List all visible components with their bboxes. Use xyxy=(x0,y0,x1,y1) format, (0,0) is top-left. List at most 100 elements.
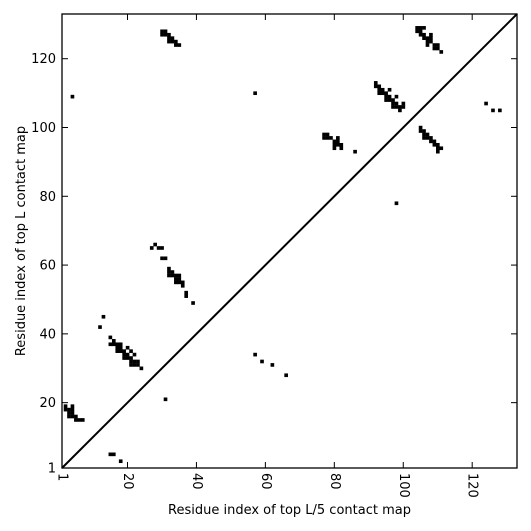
contact-point-lower xyxy=(67,414,71,419)
contact-point-upper xyxy=(373,84,378,89)
contact-point-lower xyxy=(108,335,113,340)
contact-point-upper xyxy=(377,84,382,89)
contact-point-lower xyxy=(74,414,78,419)
contact-point-lower xyxy=(132,352,137,357)
contact-point-upper xyxy=(387,98,392,102)
contact-point-lower xyxy=(129,359,133,364)
contact-point-lower xyxy=(125,345,130,350)
contact-point-lower xyxy=(136,359,140,364)
contact-point-upper xyxy=(377,91,382,96)
contact-point-upper xyxy=(160,29,164,34)
contact-point-upper xyxy=(425,136,430,140)
contact-point-lower xyxy=(63,407,68,412)
diagonal-line xyxy=(61,13,518,469)
contact-point-lower xyxy=(167,266,171,271)
contact-point-lower xyxy=(118,342,123,347)
contact-point-upper xyxy=(394,105,399,109)
contact-point-upper xyxy=(418,32,423,37)
contact-point-upper xyxy=(432,142,437,147)
contact-point-lower xyxy=(74,418,78,422)
contact-point-lower xyxy=(177,273,182,278)
y-axis-title: Residue index of top L contact map xyxy=(14,126,29,356)
contact-point-upper xyxy=(429,36,433,40)
contact-point-lower xyxy=(70,407,75,412)
contact-point-upper xyxy=(70,94,75,99)
contact-point-upper xyxy=(377,87,382,92)
contact-point-upper xyxy=(436,142,440,147)
contact-point-upper xyxy=(177,43,182,47)
contact-point-upper xyxy=(429,39,433,44)
contact-point-upper xyxy=(436,149,440,154)
contact-point-upper xyxy=(401,105,406,109)
contact-point-lower xyxy=(180,283,185,288)
contact-point-lower xyxy=(180,280,185,285)
y-tick-label: 1 xyxy=(48,462,56,477)
contact-point-upper xyxy=(398,105,402,109)
contact-point-lower xyxy=(153,242,157,247)
y-tick-label: 20 xyxy=(39,396,56,411)
contact-point-upper xyxy=(432,43,437,47)
contact-point-lower xyxy=(174,277,178,281)
contact-point-lower xyxy=(118,459,123,464)
contact-point-lower xyxy=(132,363,137,367)
contact-point-lower xyxy=(160,246,164,250)
contact-point-lower xyxy=(167,273,171,278)
contact-points xyxy=(63,26,502,464)
contact-point-lower xyxy=(80,418,85,422)
contact-point-upper xyxy=(167,32,171,37)
contact-point-upper xyxy=(422,32,426,37)
contact-point-lower xyxy=(122,349,126,353)
contact-point-upper xyxy=(384,94,388,99)
x-tick-label: 100 xyxy=(396,473,411,498)
x-tick-label: 80 xyxy=(327,473,342,490)
contact-point-upper xyxy=(425,36,430,40)
contact-point-lower xyxy=(115,349,120,353)
y-tick-label: 120 xyxy=(31,52,56,67)
contact-point-lower xyxy=(111,452,116,457)
contact-point-upper xyxy=(160,32,164,37)
x-axis-title: Residue index of top L/5 contact map xyxy=(168,503,411,518)
plot-frame xyxy=(61,13,518,469)
contact-point-lower xyxy=(111,342,116,347)
contact-point-lower xyxy=(136,363,140,367)
x-tick-label: 60 xyxy=(258,473,273,490)
contact-point-upper xyxy=(422,26,426,30)
x-tick-label: 40 xyxy=(189,473,204,490)
contact-point-lower xyxy=(177,280,182,285)
contact-point-lower xyxy=(129,363,133,367)
contact-point-upper xyxy=(418,26,423,30)
contact-point-lower xyxy=(111,339,116,343)
contact-point-upper xyxy=(401,101,406,106)
y-tick-label: 40 xyxy=(39,327,56,342)
contact-point-lower xyxy=(70,404,75,409)
contact-point-upper xyxy=(436,43,440,47)
contact-point-lower xyxy=(122,356,126,360)
x-tick-label: 1 xyxy=(55,473,70,481)
contact-point-upper xyxy=(339,146,344,151)
contact-point-upper xyxy=(398,108,402,113)
contact-point-upper xyxy=(394,201,399,206)
contact-point-upper xyxy=(336,139,340,144)
contact-point-lower xyxy=(260,359,264,364)
contact-point-upper xyxy=(174,43,178,47)
contact-point-upper xyxy=(425,132,430,137)
contact-point-upper xyxy=(373,81,378,85)
plot-area xyxy=(61,13,518,469)
contact-point-upper xyxy=(418,125,423,130)
contact-point-lower xyxy=(167,270,171,274)
contact-point-upper xyxy=(167,36,171,40)
contact-point-lower xyxy=(160,256,164,261)
contact-point-upper xyxy=(332,139,337,144)
contact-point-upper xyxy=(163,32,168,37)
contact-point-upper xyxy=(418,129,423,133)
contact-point-upper xyxy=(391,105,395,109)
contact-point-upper xyxy=(329,136,333,140)
contact-point-upper xyxy=(336,136,340,140)
x-tick-label: 120 xyxy=(465,473,480,498)
contact-point-upper xyxy=(332,146,337,151)
contact-point-upper xyxy=(174,39,178,44)
contact-point-upper xyxy=(436,46,440,51)
contact-point-upper xyxy=(339,142,344,147)
